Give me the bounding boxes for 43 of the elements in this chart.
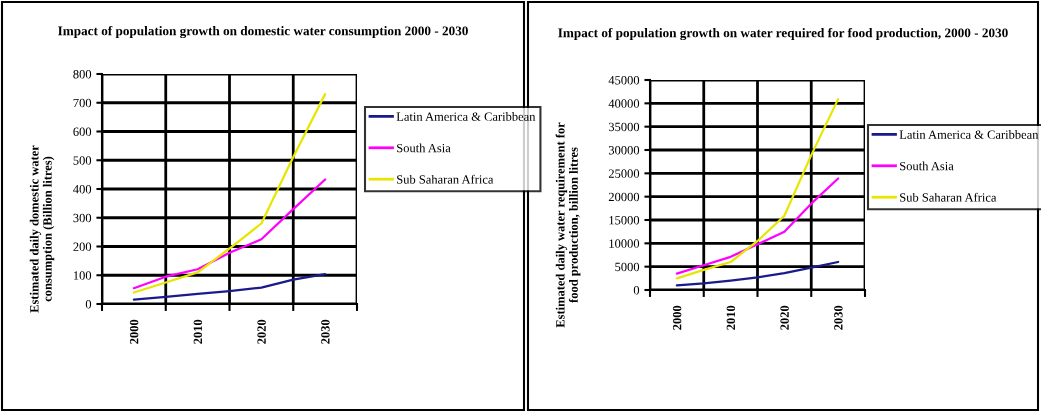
- line-series: [675, 177, 840, 275]
- chart-title: Impact of population growth on water required for food production, 2000 - 2030: [558, 27, 1008, 41]
- legend-label: Latin America & Caribbean: [396, 112, 536, 121]
- y-tick-label: 35000: [608, 122, 640, 132]
- y-tick-label: 800: [73, 70, 92, 79]
- y-tick-label: 300: [73, 213, 92, 223]
- x-tick-label: 2030: [321, 319, 330, 344]
- y-tick-label: 500: [73, 156, 92, 165]
- legend-label: Latin America & Caribbean: [899, 130, 1039, 139]
- line-series: [132, 272, 327, 301]
- y-tick-label: 20000: [608, 192, 640, 202]
- x-tick-label: 2010: [193, 319, 203, 344]
- y-tick-label: 45000: [608, 76, 640, 85]
- y-tick-label: 400: [73, 185, 92, 194]
- legend-label: South Asia: [397, 143, 451, 153]
- line-series: [675, 260, 840, 287]
- y-axis-title: Estimated daily water requirement for food production, billion litres: [555, 122, 581, 328]
- y-tick-label: 40000: [608, 99, 640, 108]
- y-axis-title: Estimated daily domestic water consumption (Billion litres): [29, 145, 55, 313]
- x-tick-label: 2020: [257, 319, 266, 344]
- y-tick-label: 10000: [609, 239, 640, 248]
- x-tick-label: 2030: [834, 305, 843, 330]
- legend-label: Sub Saharan Africa: [900, 192, 997, 202]
- y-tick-label: 15000: [609, 216, 640, 225]
- y-tick-label: 0: [633, 286, 640, 295]
- y-tick-label: 25000: [608, 169, 640, 178]
- y-tick-label: 200: [73, 242, 92, 251]
- x-tick-label: 2010: [726, 305, 736, 330]
- line-series: [132, 93, 327, 294]
- y-tick-label: 700: [73, 98, 92, 108]
- chart-title: Impact of population growth on domestic water consumption 2000 - 2030: [58, 25, 468, 39]
- x-tick-label: 2020: [780, 305, 789, 330]
- line-series: [675, 98, 840, 280]
- y-tick-label: 0: [85, 300, 92, 309]
- x-tick-label: 2000: [672, 305, 682, 330]
- y-tick-label: 30000: [608, 146, 640, 155]
- legend-label: Sub Saharan Africa: [397, 174, 494, 184]
- line-series: [132, 178, 327, 290]
- x-tick-label: 2000: [129, 319, 139, 344]
- y-tick-label: 5000: [615, 262, 640, 272]
- y-tick-label: 100: [73, 271, 92, 280]
- y-tick-label: 600: [73, 127, 92, 136]
- legend-label: South Asia: [900, 161, 954, 171]
